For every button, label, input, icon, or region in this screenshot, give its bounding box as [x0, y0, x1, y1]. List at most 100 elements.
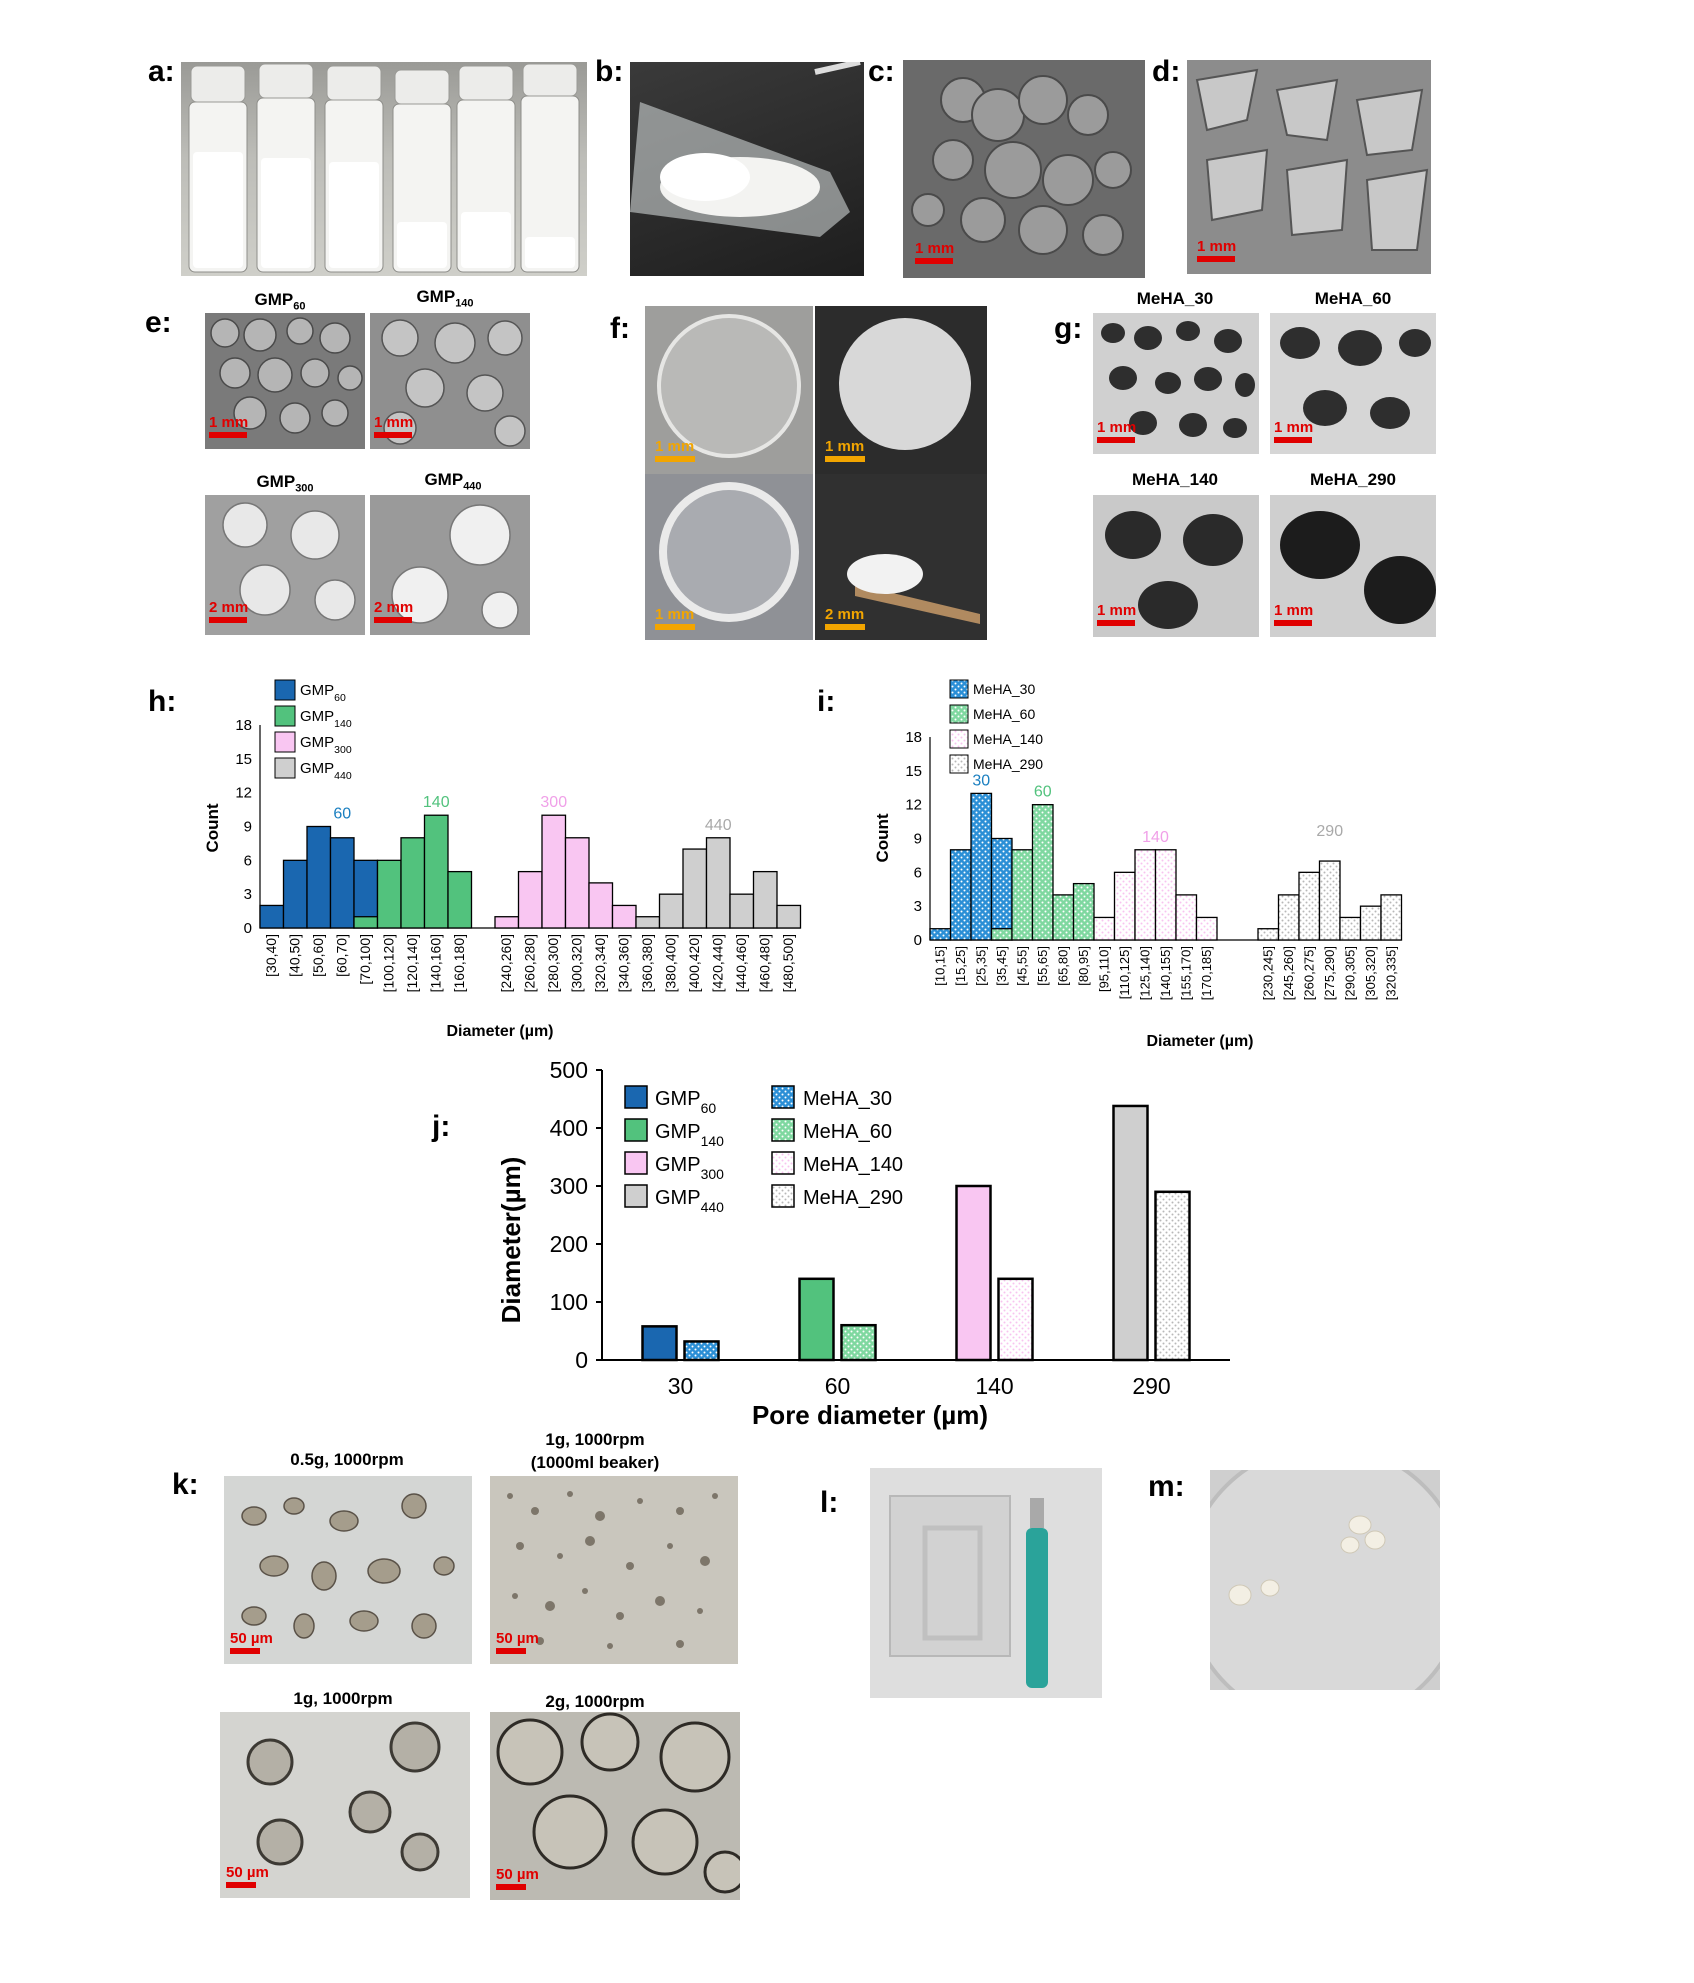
- k1-micrograph: 50 µm: [224, 1476, 472, 1664]
- bar-meha60-4: [1011, 849, 1034, 941]
- bar-meha140-11: [1154, 849, 1177, 941]
- x-tick-label: 290: [1132, 1373, 1170, 1399]
- legend-swatch-gmp440: [624, 1184, 648, 1208]
- legend-label-gmp300: GMP300: [300, 734, 352, 756]
- x-tick-label: [100,120]: [380, 934, 396, 992]
- mold-and-punch-photo: [870, 1468, 1102, 1698]
- x-tick-label: [45,55]: [1014, 946, 1029, 986]
- y-tick-label: 9: [914, 831, 922, 848]
- scale-bar: [1097, 620, 1135, 626]
- panel-label-j: j:: [432, 1110, 451, 1143]
- legend-swatch-meha60: [949, 704, 969, 724]
- peak-label: 440: [705, 817, 732, 834]
- bar-gmp140-6: [400, 837, 426, 929]
- x-tick-label: [65,80]: [1055, 946, 1070, 986]
- panel-label-l: l:: [820, 1486, 839, 1519]
- peak-label: 140: [423, 794, 450, 811]
- disc: [657, 314, 801, 458]
- bar-meha290-21: [1359, 905, 1382, 941]
- bar-meha30-0: [929, 928, 952, 941]
- y-tick-label: 6: [914, 864, 922, 881]
- y-tick-label: 3: [914, 898, 922, 915]
- legend-swatch-gmp60: [274, 679, 296, 701]
- bar-meha-60: [840, 1323, 877, 1362]
- legend-label-meha290: MeHA_290: [973, 756, 1043, 772]
- x-tick-label: [30,40]: [263, 934, 279, 977]
- panel-label-b: b:: [595, 55, 624, 88]
- y-tick-label: 12: [905, 797, 922, 814]
- scale-bar: [496, 1648, 526, 1654]
- bar-meha290-20: [1339, 916, 1362, 941]
- y-axis-title: Count: [873, 813, 892, 862]
- peak-label: 300: [540, 794, 567, 811]
- x-tick-label: [290,305]: [1342, 946, 1357, 1000]
- peak-label: 60: [1034, 784, 1052, 801]
- x-tick-label: [95,110]: [1096, 946, 1111, 992]
- y-tick-label: 300: [550, 1173, 588, 1199]
- bar-gmp140-4: [353, 916, 379, 929]
- x-tick-label: [25,35]: [973, 946, 988, 986]
- bar-meha140-13: [1195, 916, 1218, 941]
- scale-bar-label: 50 µm: [496, 1630, 539, 1647]
- x-tick-label: [230,245]: [1260, 946, 1275, 1000]
- bar-gmp300-13: [564, 837, 590, 929]
- scale-bar-label: 50 µm: [496, 1866, 539, 1883]
- bar-gmp140-5: [376, 859, 402, 929]
- x-tick-label: [360,380]: [639, 934, 655, 992]
- y-tick-label: 200: [550, 1231, 588, 1257]
- bar-gmp440-18: [682, 848, 708, 929]
- x-tick-label: [70,100]: [357, 934, 373, 985]
- scale-bar: [825, 456, 865, 462]
- bar-meha-290: [1154, 1190, 1191, 1362]
- x-tick-label: [260,275]: [1301, 946, 1316, 1000]
- bar-meha140-9: [1113, 871, 1136, 941]
- scale-bar-label: 1 mm: [1097, 602, 1137, 619]
- particles: [222, 502, 356, 621]
- y-tick-label: 0: [914, 932, 922, 949]
- scale-bar: [1274, 437, 1312, 443]
- legend-label-gmp440: GMP440: [655, 1187, 724, 1215]
- x-tick-label: [340,360]: [615, 934, 631, 992]
- y-axis-title: Count: [203, 803, 222, 852]
- bar-meha60-3: [990, 928, 1013, 941]
- y-tick-label: 18: [905, 729, 922, 746]
- panel-label-e: e:: [145, 306, 172, 339]
- bar-meha-140: [997, 1277, 1034, 1362]
- meha30-sem-photo: 1 mm: [1093, 313, 1259, 454]
- y-tick-label: 500: [550, 1060, 588, 1083]
- scale-bar-label: 50 µm: [230, 1630, 273, 1647]
- legend-swatch-meha30: [949, 679, 969, 699]
- scaffold-disc-photo: 1 mm: [645, 474, 813, 640]
- bar-meha60-5: [1031, 804, 1054, 941]
- gmp140-caption: GMP140: [416, 287, 474, 310]
- scale-bar-label: 1 mm: [1097, 419, 1137, 436]
- k2-micrograph: 50 µm: [490, 1476, 738, 1664]
- legend-label-gmp300: GMP300: [655, 1154, 724, 1182]
- x-tick-label: [50,60]: [310, 934, 326, 977]
- scaffold-tweezers-photo: 2 mm: [815, 474, 987, 640]
- legend-label-meha60: MeHA_60: [973, 706, 1035, 722]
- x-tick-label: [245,260]: [1281, 946, 1296, 1000]
- x-tick-label: 140: [975, 1373, 1013, 1399]
- pore-network: [1270, 313, 1436, 454]
- legend-label-meha290: MeHA_290: [803, 1187, 903, 1209]
- bar-gmp60-3: [329, 837, 355, 929]
- meha30-caption: MeHA_30: [1136, 289, 1214, 308]
- bar-meha290-19: [1318, 860, 1341, 941]
- gmp60-photo: 1 mm: [205, 313, 365, 449]
- legend-swatch-gmp140: [624, 1118, 648, 1142]
- legend-label-gmp60: GMP60: [655, 1088, 716, 1116]
- x-tick-label: [275,290]: [1322, 946, 1337, 1000]
- x-tick-label: [440,460]: [733, 934, 749, 992]
- x-axis-title: Pore diameter (µm): [752, 1400, 988, 1430]
- bar-gmp300-10: [494, 916, 520, 929]
- legend-label-gmp140: GMP140: [300, 708, 352, 730]
- tube-photo: [630, 62, 864, 276]
- scale-bar-label: 1 mm: [1197, 238, 1237, 255]
- k4-caption: 2g, 1000rpm: [545, 1692, 645, 1711]
- bar-gmp440-21: [752, 870, 778, 929]
- legend-label-gmp60: GMP60: [300, 682, 346, 704]
- vials-illustration: [188, 63, 580, 273]
- scale-bar-label: 1 mm: [1274, 419, 1314, 436]
- bar-gmp140-8: [447, 870, 473, 929]
